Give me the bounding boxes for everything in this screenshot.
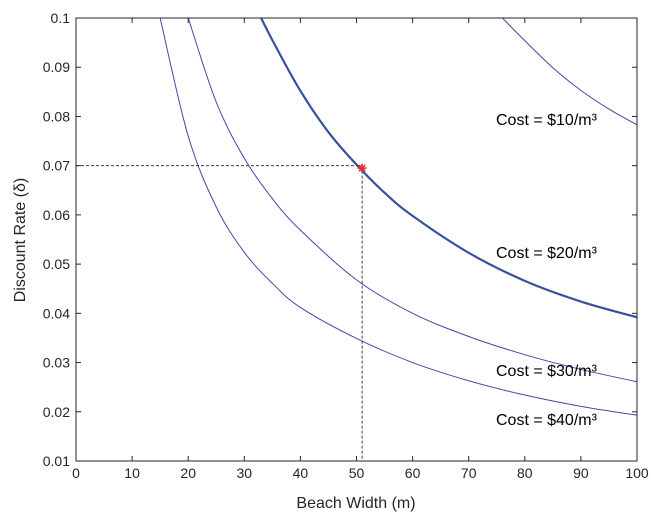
curve-label-2: Cost = $20/m³ (496, 245, 598, 262)
x-tick-label: 10 (124, 465, 140, 481)
series-line-3 (187, 18, 637, 383)
curve-label-3: Cost = $30/m³ (496, 363, 598, 380)
x-tick-label: 50 (349, 465, 365, 481)
series-line-4 (159, 18, 637, 416)
x-tick-label: 40 (293, 465, 309, 481)
y-tick-label: 0.06 (43, 207, 70, 223)
x-tick-label: 30 (237, 465, 253, 481)
y-tick-label: 0.05 (43, 256, 70, 272)
y-tick-label: 0.02 (43, 404, 70, 420)
y-axis-label: Discount Rate (δ) (12, 178, 29, 303)
curve-labels: Cost = $10/m³ Cost = $20/m³ Cost = $30/m³ C… (496, 112, 598, 429)
curve-label-4: Cost = $40/m³ (496, 412, 598, 429)
axes-group: 0 10 20 30 40 50 60 70 80 90 100 0.01 0.02 0.03 0.04 0.… (43, 10, 649, 481)
y-tick-label: 0.03 (43, 355, 70, 371)
highlight-point-marker (357, 163, 367, 173)
y-tick-label: 0.08 (43, 108, 70, 124)
y-tick-label: 0.01 (43, 453, 70, 469)
x-tick-label: 70 (461, 465, 477, 481)
plot-frame (75, 17, 638, 462)
y-tick-label: 0.04 (43, 305, 70, 321)
guide-lines (76, 163, 367, 461)
y-tick-label: 0.07 (43, 158, 70, 174)
y-tick-label: 0.1 (51, 10, 71, 26)
series-line-1 (502, 18, 637, 126)
y-tick-label: 0.09 (43, 59, 70, 75)
x-axis-label: Beach Width (m) (296, 495, 415, 512)
x-tick-label: 90 (573, 465, 589, 481)
curve-label-1: Cost = $10/m³ (496, 112, 598, 129)
curves-group (159, 18, 637, 416)
series-line-2 (260, 18, 637, 319)
x-tick-label: 60 (405, 465, 421, 481)
x-tick-label: 20 (180, 465, 196, 481)
x-tick-label: 80 (517, 465, 533, 481)
x-tick-label: 0 (72, 465, 80, 481)
x-tick-label: 100 (625, 465, 649, 481)
